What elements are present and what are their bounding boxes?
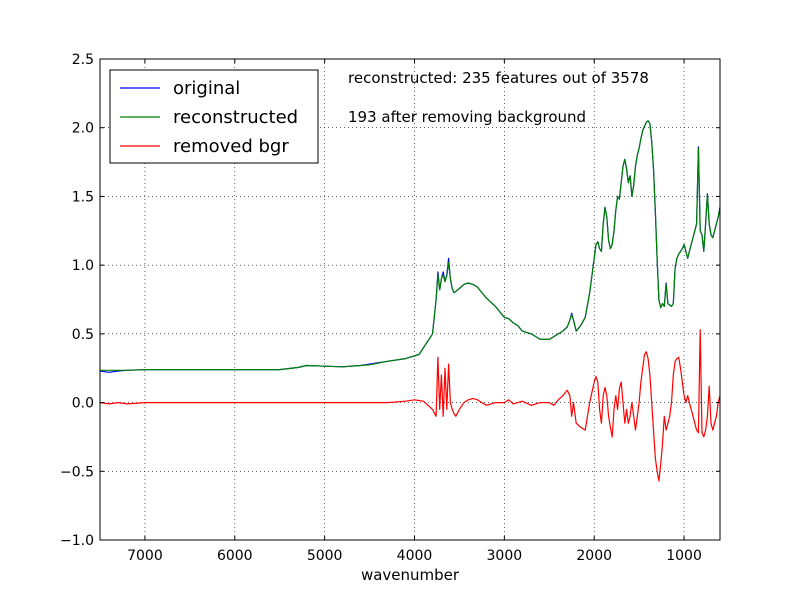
legend-label: removed bgr [173, 136, 289, 157]
x-tick-label: 1000 [666, 548, 702, 564]
annotation-background: 193 after removing background [348, 108, 586, 126]
axis-ticks: 7000 6000 5000 4000 3000 2000 1000 −1.0 −0.5 0.0 0… [60, 52, 720, 564]
legend-label: original [173, 78, 240, 99]
series-line-removed-bgr [100, 329, 720, 482]
plot-frame [99, 58, 721, 541]
legend: original reconstructed removed bgr [109, 69, 319, 164]
x-axis-label: wavenumber [361, 566, 460, 584]
x-tick-label: 5000 [307, 548, 343, 564]
y-tick-label: 2.5 [72, 52, 94, 68]
legend-label: reconstructed [173, 107, 298, 128]
y-tick-label: 2.0 [72, 121, 94, 137]
x-tick-label: 7000 [127, 548, 163, 564]
plot-area [100, 120, 720, 482]
x-tick-label: 4000 [397, 548, 433, 564]
x-tick-label: 2000 [576, 548, 612, 564]
series-line-reconstructed [100, 120, 720, 371]
annotation-features: reconstructed: 235 features out of 3578 [348, 69, 649, 87]
y-tick-label: 1.0 [72, 258, 94, 274]
y-tick-label: −0.5 [60, 464, 94, 480]
x-tick-label: 6000 [217, 548, 253, 564]
y-tick-label: −1.0 [60, 533, 94, 549]
y-tick-label: 0.5 [72, 327, 94, 343]
x-tick-label: 3000 [487, 548, 523, 564]
y-tick-label: 0.0 [72, 396, 94, 412]
y-tick-label: 1.5 [72, 189, 94, 205]
